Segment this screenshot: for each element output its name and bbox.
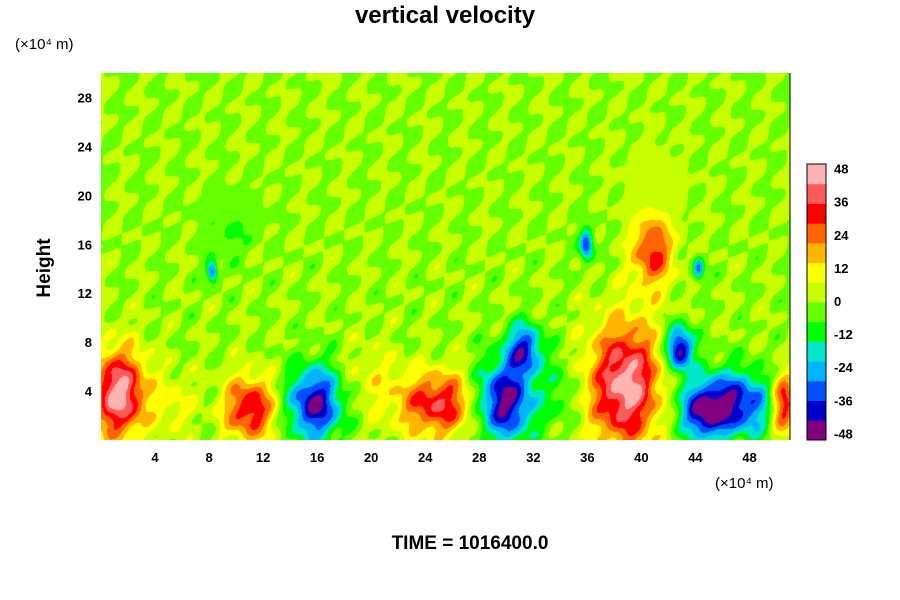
colorbar-tick-label: -24 (834, 360, 854, 375)
x-tick-label: 24 (418, 450, 433, 465)
plot-area (101, 73, 791, 440)
colorbar-frame (806, 163, 827, 441)
y-tick-label: 24 (78, 139, 93, 154)
colorbar-swatch (807, 223, 826, 244)
colorbar-swatch (807, 183, 826, 204)
colorbar-tick-label: 36 (834, 195, 848, 210)
colorbar-swatch (807, 203, 826, 224)
y-axis-unit: (×10⁴ m) (15, 36, 74, 53)
chart-title: vertical velocity (355, 2, 536, 29)
colorbar: 48 36 24 12 0 -12 -24 -36 -48 (806, 162, 854, 441)
colorbar-swatch (807, 400, 826, 421)
heatmap-field (101, 73, 790, 440)
colorbar-tick-label: -12 (834, 327, 853, 342)
colorbar-swatch (807, 321, 826, 342)
y-axis-label: Height (34, 238, 55, 298)
x-tick-label: 8 (205, 450, 212, 465)
x-tick-label: 44 (688, 450, 703, 465)
y-tick-label: 8 (85, 335, 92, 350)
colorbar-swatch (807, 282, 826, 303)
x-tick-label: 40 (634, 450, 648, 465)
colorbar-tick-label: 24 (834, 228, 849, 243)
x-tick-label: 20 (364, 450, 378, 465)
colorbar-swatch (807, 420, 826, 441)
x-tick-label: 12 (256, 450, 270, 465)
colorbar-swatch (807, 164, 826, 185)
y-tick-label: 12 (78, 286, 92, 301)
colorbar-swatch (807, 361, 826, 382)
x-tick-label: 4 (151, 450, 159, 465)
x-tick-label: 36 (580, 450, 594, 465)
colorbar-swatch (807, 242, 826, 264)
colorbar-tick-label: -36 (834, 393, 853, 408)
colorbar-swatch (807, 262, 826, 283)
colorbar-swatch (807, 341, 826, 362)
colorbar-swatch (807, 302, 826, 323)
colorbar-tick-label: 48 (834, 162, 848, 177)
x-axis-unit: (×10⁴ m) (715, 475, 774, 492)
y-tick-label: 16 (78, 237, 92, 252)
x-tick-label: 32 (526, 450, 540, 465)
x-tick-label: 16 (310, 450, 324, 465)
y-tick-labels: 4 8 12 16 20 24 28 (78, 90, 93, 399)
colorbar-tick-label: 0 (834, 294, 841, 309)
time-label: TIME = 1016400.0 (392, 533, 549, 554)
y-tick-label: 20 (78, 188, 92, 203)
colorbar-tick-label: 12 (834, 261, 848, 276)
colorbar-swatch (807, 380, 826, 402)
x-tick-label: 48 (742, 450, 756, 465)
y-tick-label: 4 (85, 384, 93, 399)
x-tick-label: 28 (472, 450, 486, 465)
y-tick-label: 28 (78, 90, 92, 105)
colorbar-tick-label: -48 (834, 426, 853, 441)
x-tick-labels: 4 8 12 16 20 24 28 32 36 40 44 48 (151, 450, 756, 465)
